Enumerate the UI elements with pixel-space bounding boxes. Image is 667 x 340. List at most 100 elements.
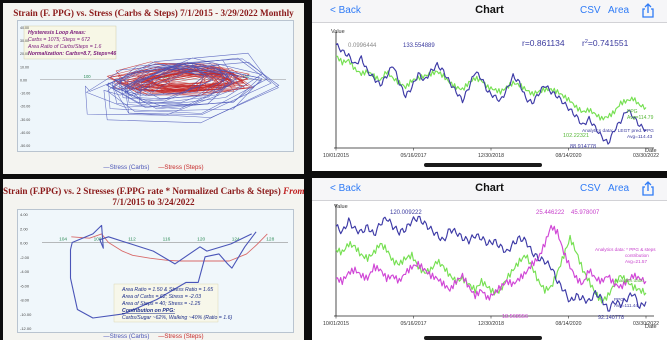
ppg-components-chart-screen: < Back Chart CSV Area 03/30/2022 08/14/20… <box>312 178 667 340</box>
label-left-peak: 120.009222 <box>390 210 422 216</box>
y-tick-label: -8.00 <box>20 298 30 303</box>
r-value: r=0.861134 <box>522 38 565 48</box>
y-tick-label: -10.00 <box>20 92 30 96</box>
chart-title: Strain (F.PPG) vs. 2 Stresses (F.PPG rat… <box>3 186 304 196</box>
ppg-line-chart: 03/30/2022 08/14/2020 12/30/2018 05/16/2017… <box>323 29 659 159</box>
x-tick-label: 108 <box>94 237 102 243</box>
x-axis-label: Date <box>645 148 657 154</box>
loop-carbs-5 <box>106 52 268 114</box>
x-tick-label: 120 <box>197 237 205 243</box>
series-line-1 <box>335 55 647 121</box>
plot-area: 140 120 100 -50.00 -40.00 -30.00 -20.00 -10.00 0… <box>17 20 294 152</box>
y-tick-label: -12.00 <box>20 326 32 331</box>
label-analytics: Analytics data: <box>614 278 644 283</box>
notes-normalization: Normalization: Carbs=8.7, Steps=46 <box>28 51 116 57</box>
note-area-ratio: Area Ratio = 1.50 & Stress Ratio = 1.65 <box>121 287 213 293</box>
label-ppg-low: 92.140778 <box>598 315 624 321</box>
loop-carbs-6 <box>111 63 212 102</box>
share-icon[interactable] <box>641 181 655 196</box>
ppg-chart-screen: < Back Chart CSV Area 03/30/2022 08/14/20… <box>312 0 667 171</box>
y-axis-label: Value <box>334 204 348 210</box>
back-button[interactable]: < Back <box>330 5 361 16</box>
label-ppg-avg: Avg=111.44 <box>614 303 638 308</box>
hysteresis-plot: 140120100-50.00-40.00-30.00-20.00-10.000… <box>20 25 286 148</box>
label-low: 18.568556 <box>502 314 528 320</box>
y-tick-label: -10.00 <box>20 312 32 317</box>
loop-steps-9 <box>131 63 233 87</box>
area-button[interactable]: Area <box>608 5 630 16</box>
notes-box <box>23 25 117 60</box>
x-tick-label: 140 <box>242 74 250 79</box>
x-tick-label: 12/30/2018 <box>478 153 504 159</box>
y-axis-label: Value <box>331 29 345 35</box>
home-indicator <box>424 336 542 340</box>
loop-carbs-8 <box>106 63 235 110</box>
r-squared-value: r2=0.741551 <box>582 38 629 48</box>
x-tick-label: 10/01/2015 <box>323 321 349 327</box>
series-carbs <box>69 224 257 319</box>
x-tick-label: 124 <box>232 237 240 243</box>
legend: —Stress (Carbs) —Stress (Steps) <box>3 333 304 340</box>
loop-carbs-7 <box>85 59 241 116</box>
legend-steps: —Stress (Steps) <box>158 164 204 171</box>
series-line-1 <box>335 224 647 301</box>
note-area-carbs: Area of Carbs = 62; Stress = -2.03 <box>121 294 201 300</box>
label-contribution: Analytics data: * PPG & steps <box>595 247 656 252</box>
x-tick-label: 12/30/2018 <box>478 321 504 327</box>
area-button[interactable]: Area <box>608 183 630 194</box>
x-tick-label: 05/16/2017 <box>401 153 427 159</box>
x-tick-label: 03/30/2022 <box>633 153 659 159</box>
share-icon[interactable] <box>641 3 655 18</box>
label-analytics-avg: Avg=114.43 <box>627 134 653 140</box>
label-peak: 133.554889 <box>403 43 435 49</box>
label-mid-peak2: 45.978007 <box>571 210 600 216</box>
y-tick-label: -20.00 <box>20 105 30 109</box>
hysteresis-carbs-steps-panel: Strain (F. PPG) vs. Stress (Carbs & Step… <box>3 3 304 174</box>
series-steps <box>71 233 268 262</box>
loop-carbs-0 <box>124 61 279 118</box>
home-indicator <box>424 163 542 167</box>
label-analytics: Analytics data: * LEGT pred. PPG <box>582 128 654 134</box>
y-tick-label: 2.00 <box>20 226 29 231</box>
series-line-0 <box>335 215 647 312</box>
chart-title: Strain (F. PPG) vs. Stress (Carbs & Step… <box>13 8 294 18</box>
label-ppg-avg: Avg=114.79 <box>627 115 654 121</box>
label-min: 88.914778 <box>570 144 596 150</box>
x-tick-label: 128 <box>266 237 274 243</box>
y-tick-label: 4.00 <box>20 212 29 217</box>
label-mid-peak: 25.446222 <box>536 210 565 216</box>
nav-title: Chart <box>475 182 504 194</box>
y-tick-label: 10.00 <box>20 65 29 69</box>
navigation-bar: < Back Chart CSV Area <box>312 0 667 23</box>
x-axis-label: Date <box>645 324 657 330</box>
x-tick-label: 104 <box>59 237 67 243</box>
y-tick-label: -2.00 <box>20 255 30 260</box>
label-start: 0.0996444 <box>348 43 377 49</box>
x-tick-label: 08/14/2020 <box>556 153 582 159</box>
csv-button[interactable]: CSV <box>580 5 601 16</box>
loop-carbs-4 <box>114 65 214 100</box>
legend-carbs: —Stress (Carbs) <box>103 333 150 340</box>
hysteresis-two-stress-panel: Strain (F.PPG) vs. 2 Stresses (F.PPG rat… <box>3 179 304 340</box>
y-tick-label: 0.00 <box>20 241 29 246</box>
legend-carbs: —Stress (Carbs) <box>103 164 150 171</box>
label-ppg: PPG <box>614 297 624 302</box>
x-tick-label: 100 <box>84 74 92 79</box>
label-contribution-2: contribution <box>625 253 649 258</box>
x-tick-label: 116 <box>163 237 171 243</box>
notes-box <box>113 283 219 323</box>
x-tick-label: 112 <box>128 237 136 243</box>
back-button[interactable]: < Back <box>330 183 361 194</box>
y-tick-label: -6.00 <box>20 283 30 288</box>
plot-area: 128 124 120 116 112 108 104 -12.00 -10.00 -8.00 -6… <box>17 209 294 333</box>
notes-area-ratio: Area Ratio of Carbs/Steps = 1.6 <box>27 44 101 50</box>
notes-carbs-steps: Carbs = 1075; Steps = 672 <box>28 37 90 43</box>
csv-button[interactable]: CSV <box>580 183 601 194</box>
hysteresis-plot: 128 124 120 116 112 108 104 -12.00 -10.00 -8.00 -6… <box>20 212 288 331</box>
legend-steps: —Stress (Steps) <box>158 333 204 340</box>
label-ppg: PPG <box>627 109 638 115</box>
nav-title: Chart <box>475 4 504 16</box>
y-tick-label: 0.00 <box>20 78 27 82</box>
x-tick-label: 03/30/2022 <box>633 321 659 327</box>
navigation-bar: < Back Chart CSV Area <box>312 178 667 201</box>
